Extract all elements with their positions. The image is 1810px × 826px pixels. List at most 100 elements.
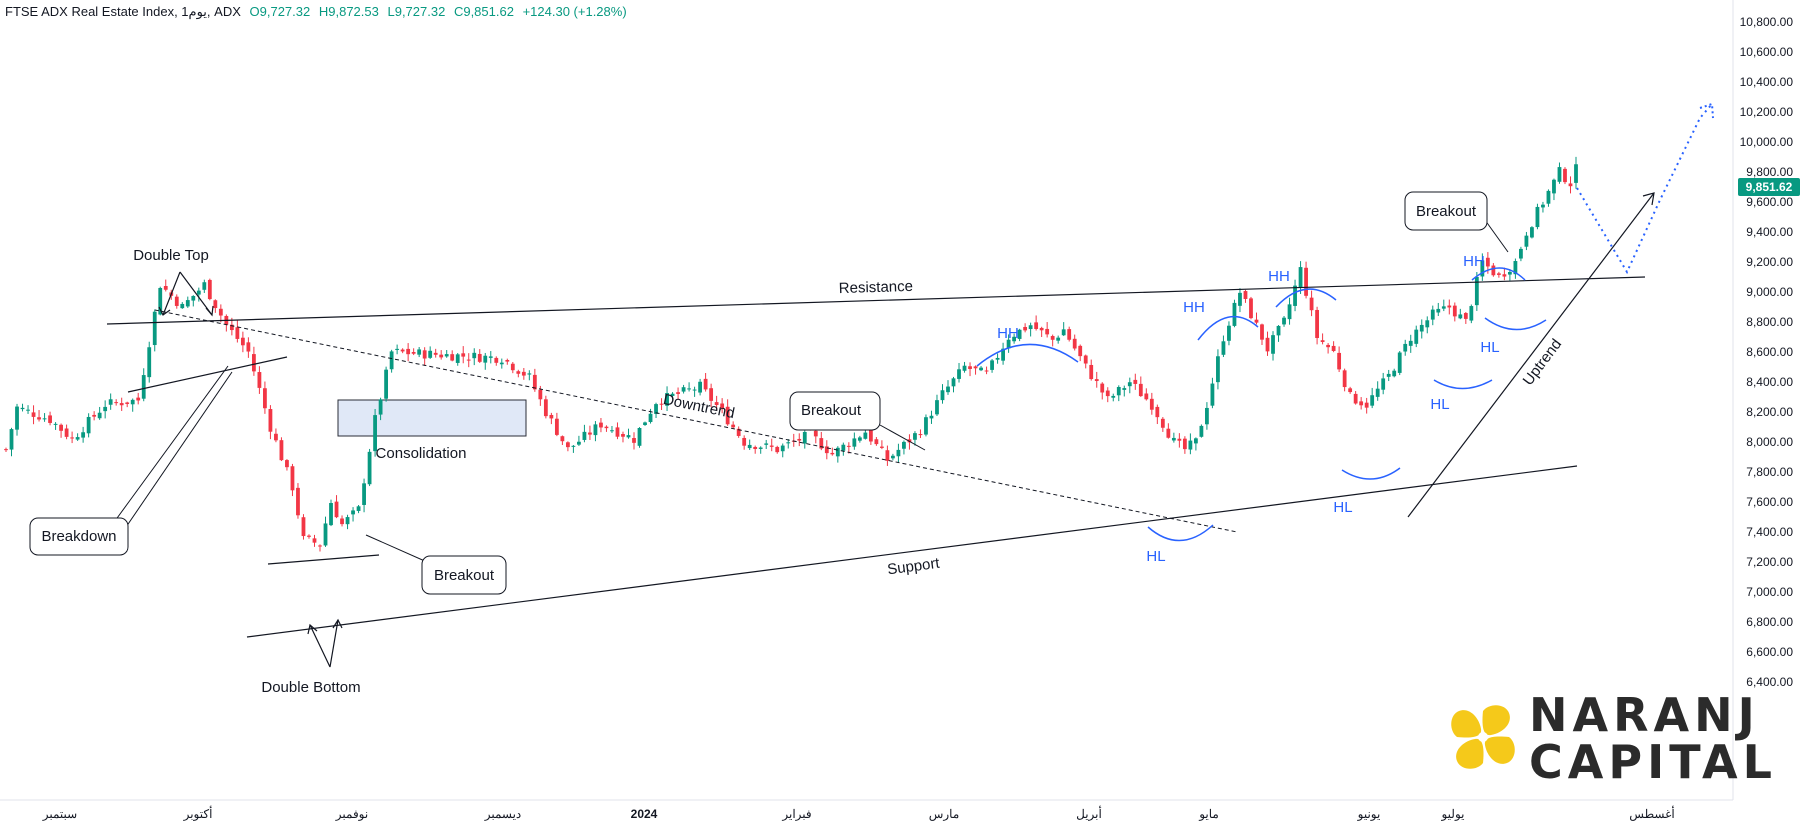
candle-body <box>720 403 725 409</box>
candle-body <box>1524 235 1529 247</box>
hh-label-2: HH <box>1183 299 1205 316</box>
candle-body <box>428 350 433 358</box>
candle-body <box>1149 398 1154 410</box>
candle-body <box>1210 383 1215 406</box>
support-line <box>246 465 1578 638</box>
candlestick-series <box>4 156 1578 552</box>
candle-body <box>1375 388 1380 397</box>
candle-body <box>703 378 708 390</box>
candle-body <box>1552 179 1556 194</box>
change-value: +124.30 (+1.28%) <box>522 4 627 19</box>
candle-body <box>1205 407 1209 425</box>
candle-body <box>323 523 328 546</box>
candle-body <box>1023 326 1028 331</box>
candle-body <box>1425 320 1430 328</box>
naranj-logo-icon <box>1451 705 1515 769</box>
candle-body <box>378 399 383 415</box>
candle-body <box>538 389 543 400</box>
candle-body <box>1414 329 1419 344</box>
candle-body <box>31 412 36 417</box>
candle-body <box>764 443 769 445</box>
candle-body <box>1050 336 1055 340</box>
hl-arc-2 <box>1341 467 1401 480</box>
candle-body <box>312 538 317 543</box>
candle-body <box>362 483 366 505</box>
candle-body <box>747 444 752 449</box>
candle-body <box>1430 309 1435 320</box>
candle-body <box>340 518 344 525</box>
candle-body <box>450 354 455 361</box>
candle-body <box>902 441 906 449</box>
current-price-label: 9,851.62 <box>1746 180 1793 194</box>
candle-body <box>1337 352 1342 370</box>
candle-body <box>37 417 41 420</box>
candle-body <box>946 386 950 393</box>
candle-body <box>1001 348 1005 361</box>
candle-body <box>841 444 846 451</box>
candle-body <box>1061 329 1066 336</box>
candle-body <box>103 406 108 412</box>
breakout-1-label: Breakout <box>434 567 495 584</box>
candle-body <box>466 359 471 361</box>
candle-body <box>940 390 945 401</box>
candle-body <box>725 406 730 425</box>
candle-body <box>549 414 554 419</box>
price-tick-label: 9,400.00 <box>1746 225 1793 239</box>
candle-body <box>246 342 251 352</box>
price-tick-label: 8,800.00 <box>1746 315 1793 329</box>
candle-body <box>136 397 141 401</box>
candle-body <box>929 415 934 419</box>
candle-body <box>824 446 829 454</box>
candle-body <box>830 452 835 455</box>
breakdown-callout: Breakdown <box>29 517 129 556</box>
time-tick-label: 2024 <box>631 807 658 821</box>
resistance-label: Resistance <box>839 278 914 297</box>
candle-body <box>510 363 515 371</box>
candle-body <box>1260 324 1264 340</box>
candle-body <box>9 429 14 450</box>
candle-body <box>191 295 196 301</box>
candle-body <box>1546 190 1551 204</box>
candle-body <box>1056 337 1061 341</box>
candle-body <box>1171 437 1176 441</box>
candle-body <box>92 414 97 417</box>
hh-arc-1 <box>976 343 1079 367</box>
candle-body <box>81 432 86 438</box>
candle-body <box>163 285 168 290</box>
candle-body <box>86 416 91 434</box>
price-tick-label: 8,400.00 <box>1746 375 1793 389</box>
candle-body <box>588 432 592 435</box>
symbol-label: FTSE ADX Real Estate Index, 1يوم, ADX <box>5 4 241 19</box>
candle-body <box>1166 428 1171 438</box>
candle-body <box>1017 329 1022 339</box>
candle-body <box>4 449 8 451</box>
candle-body <box>1287 304 1292 320</box>
time-tick-label: ديسمبر <box>484 807 522 821</box>
candle-body <box>147 347 152 378</box>
breakdown-label: Breakdown <box>41 528 116 545</box>
candle-body <box>879 446 884 448</box>
candle-body <box>648 413 653 423</box>
breakout-neckline <box>267 554 380 565</box>
double-bottom-arrowheads-icon <box>307 618 343 635</box>
candle-body <box>1315 309 1319 339</box>
candle-body <box>1480 260 1485 277</box>
candle-body <box>1249 298 1253 319</box>
candle-body <box>1309 297 1314 311</box>
candle-body <box>185 300 190 307</box>
candle-body <box>736 428 741 436</box>
candle-body <box>615 427 620 437</box>
candle-body <box>1293 285 1297 306</box>
candle-body <box>439 354 444 358</box>
candle-body <box>797 438 802 441</box>
candle-body <box>384 369 389 399</box>
candle-body <box>1447 305 1452 308</box>
candle-body <box>1353 393 1358 404</box>
hl-label-2: HL <box>1333 499 1352 516</box>
candle-body <box>1326 344 1331 348</box>
candle-body <box>1006 339 1011 349</box>
price-axis: 10,800.00 10,600.00 10,400.00 10,200.00 10,0… <box>1740 15 1794 689</box>
candle-body <box>1028 325 1033 330</box>
hl-arc-3 <box>1433 379 1493 390</box>
